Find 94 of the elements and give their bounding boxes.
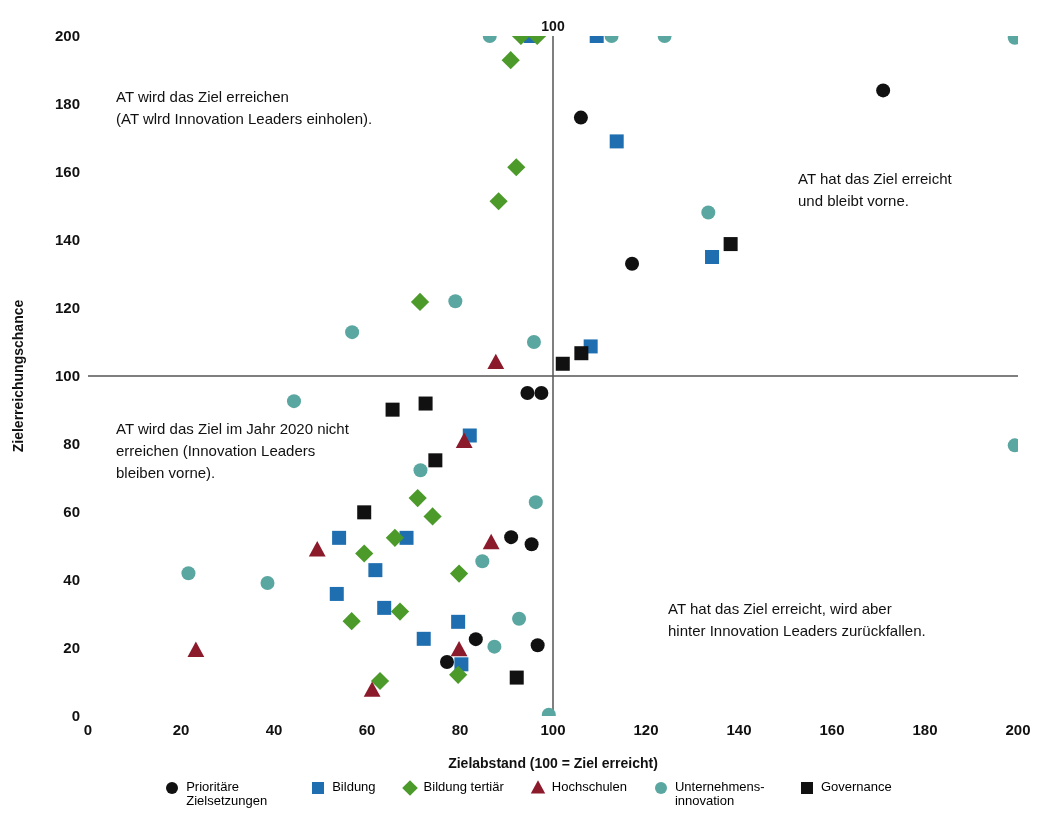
point bbox=[439, 654, 454, 669]
legend-label: Unternehmens-innovation bbox=[674, 779, 766, 808]
y-tick-label: 20 bbox=[63, 639, 80, 657]
point bbox=[368, 563, 383, 578]
point bbox=[528, 495, 543, 510]
point bbox=[574, 346, 589, 361]
point bbox=[181, 566, 196, 581]
x-tick-label: 100 bbox=[540, 720, 566, 738]
y-tick-label: 140 bbox=[54, 231, 80, 249]
point bbox=[408, 488, 427, 508]
x-tick-label: 140 bbox=[726, 720, 752, 738]
annotation: AT wird das Ziel im Jahr 2020 nicht erreichen (Innovation Leaders bleiben vorne). bbox=[116, 419, 349, 483]
point bbox=[385, 528, 404, 547]
legend-label: Prioritäre Zielsetzungen bbox=[186, 779, 269, 808]
point bbox=[399, 530, 414, 545]
point bbox=[413, 463, 428, 478]
point bbox=[355, 544, 374, 563]
point bbox=[287, 394, 301, 409]
point bbox=[555, 356, 570, 371]
legend-label: Hochschulen bbox=[551, 779, 627, 794]
point bbox=[609, 134, 624, 149]
y-tick-label: 0 bbox=[71, 707, 80, 725]
point bbox=[487, 639, 502, 654]
x-tick-label: 20 bbox=[172, 720, 190, 738]
point bbox=[449, 564, 469, 583]
point bbox=[876, 83, 891, 98]
point bbox=[701, 205, 716, 220]
point bbox=[625, 256, 640, 271]
point bbox=[526, 335, 541, 349]
point bbox=[504, 530, 519, 545]
y-tick-label: 40 bbox=[63, 571, 80, 589]
x-axis-title: Zielabstand (100 = Ziel erreicht) bbox=[448, 755, 658, 771]
point bbox=[423, 507, 442, 526]
point bbox=[530, 638, 545, 653]
point bbox=[450, 640, 468, 657]
point bbox=[520, 386, 535, 400]
x-tick-label: 160 bbox=[819, 720, 845, 738]
point bbox=[449, 665, 468, 684]
annotation: AT wird das Ziel erreichen (AT wlrd Innovation Leaders einholen). bbox=[116, 87, 373, 129]
point bbox=[410, 292, 430, 311]
point bbox=[501, 51, 520, 70]
ref-line-label: 100 bbox=[541, 18, 565, 34]
y-tick-label: 180 bbox=[54, 95, 80, 113]
y-tick-label: 200 bbox=[54, 27, 80, 45]
point bbox=[573, 110, 588, 125]
point bbox=[448, 294, 463, 309]
x-tick-label: 0 bbox=[83, 720, 93, 738]
point bbox=[428, 453, 443, 468]
y-tick-label: 60 bbox=[63, 503, 80, 521]
y-tick-label: 80 bbox=[63, 435, 80, 453]
legend-label: Bildung tertiär bbox=[423, 779, 504, 794]
y-axis-title: Zielerreichungschance bbox=[9, 299, 26, 453]
point bbox=[329, 586, 344, 601]
point bbox=[475, 554, 490, 569]
point bbox=[308, 540, 326, 557]
point bbox=[723, 237, 738, 252]
point bbox=[370, 671, 390, 691]
x-tick-label: 40 bbox=[265, 720, 283, 738]
point bbox=[357, 505, 372, 520]
point bbox=[524, 537, 539, 552]
point bbox=[705, 250, 720, 264]
point bbox=[385, 402, 400, 417]
point bbox=[451, 614, 466, 629]
point bbox=[332, 530, 347, 545]
point bbox=[342, 612, 361, 631]
point bbox=[418, 396, 433, 411]
annotation: AT hat das Ziel erreicht und bleibt vorne. bbox=[798, 169, 952, 211]
y-tick-label: 160 bbox=[54, 163, 80, 181]
point bbox=[509, 670, 524, 685]
x-tick-label: 60 bbox=[358, 720, 376, 738]
x-tick-label: 200 bbox=[1005, 720, 1031, 738]
point bbox=[390, 602, 410, 621]
x-tick-label: 180 bbox=[912, 720, 938, 738]
point bbox=[187, 641, 205, 658]
y-tick-label: 120 bbox=[54, 299, 80, 317]
x-tick-label: 80 bbox=[451, 720, 469, 738]
annotation: AT hat das Ziel erreicht, wird aber hinter Innovation Leaders zurückfallen. bbox=[668, 599, 926, 641]
point bbox=[487, 353, 505, 370]
point bbox=[345, 325, 360, 340]
point bbox=[377, 600, 392, 615]
point bbox=[468, 632, 483, 647]
point bbox=[260, 576, 275, 591]
point bbox=[416, 631, 431, 646]
point bbox=[507, 158, 526, 177]
x-tick-label: 120 bbox=[633, 720, 659, 738]
point bbox=[455, 432, 473, 448]
point bbox=[534, 386, 549, 400]
point bbox=[363, 681, 381, 697]
point bbox=[489, 192, 508, 211]
point bbox=[482, 533, 500, 550]
y-tick-label: 100 bbox=[54, 367, 80, 385]
legend-label: Governance bbox=[820, 779, 892, 794]
point bbox=[512, 611, 527, 626]
legend-label: Bildung bbox=[332, 779, 376, 794]
